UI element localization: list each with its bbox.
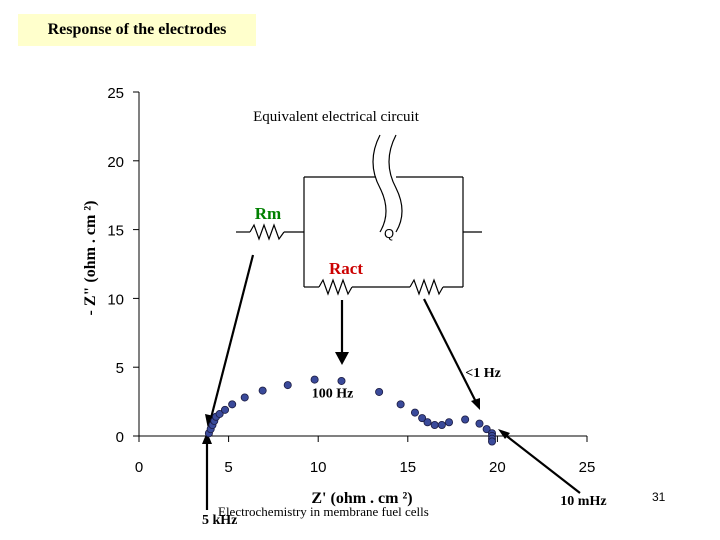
arrow-heads: [202, 352, 510, 444]
slide-number: 31: [652, 490, 666, 504]
y-tick-label: 15: [107, 223, 124, 240]
second-resistor: [409, 278, 444, 296]
ract-resistor: [318, 278, 353, 296]
data-point: [310, 375, 319, 384]
arrow-10mhz-to-end: [503, 433, 581, 494]
data-point: [445, 418, 454, 427]
arrow-rm-to-5khz: [208, 254, 255, 423]
data-point: [418, 414, 427, 423]
data-point: [283, 381, 292, 390]
equivalent-circuit-diagram: [236, 134, 482, 296]
chart-ticks: 0 5 10 15 20 25 0 5 10 15 20 25: [107, 85, 595, 476]
data-point: [258, 386, 267, 395]
annotation-label: 100 Hz: [312, 386, 354, 401]
y-axis-label: - Z" (ohm . cm ²): [82, 201, 99, 316]
arrow-right-resistor-to-1hz: [423, 298, 477, 403]
x-tick-label: 5: [224, 459, 232, 476]
x-tick-label: 10: [310, 459, 327, 476]
x-tick-label: 20: [489, 459, 506, 476]
annotation-label: <1 Hz: [465, 366, 501, 381]
data-point: [215, 409, 224, 418]
data-point: [437, 420, 446, 429]
y-tick-label: 25: [107, 85, 124, 102]
ract-label: Ract: [329, 259, 363, 278]
y-tick-label: 10: [107, 291, 124, 308]
x-axis-label: Z' (ohm . cm ²): [311, 490, 412, 507]
y-tick-label: 5: [116, 360, 124, 377]
data-point: [461, 415, 470, 424]
chart-axes: [138, 92, 587, 437]
data-point: [375, 387, 384, 396]
data-point: [423, 418, 432, 427]
data-point: [221, 405, 230, 414]
arrowhead-ract: [335, 352, 349, 365]
data-point: [482, 425, 491, 434]
data-point: [228, 400, 237, 409]
data-point: [410, 408, 419, 417]
arrowhead-rm: [205, 414, 214, 429]
annotation-label: 5 kHz: [202, 513, 237, 528]
arrowhead-10mhz: [498, 429, 510, 439]
y-tick-label: 0: [116, 429, 124, 446]
data-point: [475, 419, 484, 428]
slide-footer: Electrochemistry in membrane fuel cells: [218, 504, 429, 519]
arrowhead-1hz: [471, 398, 480, 410]
frequency-annotations: 100 Hz <1 Hz 5 kHz 10 mHz: [202, 366, 607, 528]
q-label: Q: [384, 226, 394, 241]
y-tick-label: 20: [107, 154, 124, 171]
data-points: [204, 375, 497, 446]
x-tick-label: 0: [135, 459, 143, 476]
slide-title: Response of the electrodes: [18, 14, 256, 46]
x-tick-label: 25: [579, 459, 596, 476]
rm-label: Rm: [255, 204, 281, 223]
arrowhead-5khz: [202, 432, 212, 444]
pointer-arrows: [205, 254, 581, 510]
data-point: [240, 393, 249, 402]
cpe-element-q: [372, 134, 403, 233]
data-point: [430, 420, 439, 429]
inset-title: Equivalent electrical circuit: [253, 109, 420, 125]
data-point: [396, 400, 405, 409]
x-tick-label: 15: [399, 459, 416, 476]
rm-resistor: [249, 223, 285, 241]
data-point: [337, 376, 346, 385]
data-point: [488, 437, 497, 446]
annotation-label: 10 mHz: [560, 494, 606, 509]
